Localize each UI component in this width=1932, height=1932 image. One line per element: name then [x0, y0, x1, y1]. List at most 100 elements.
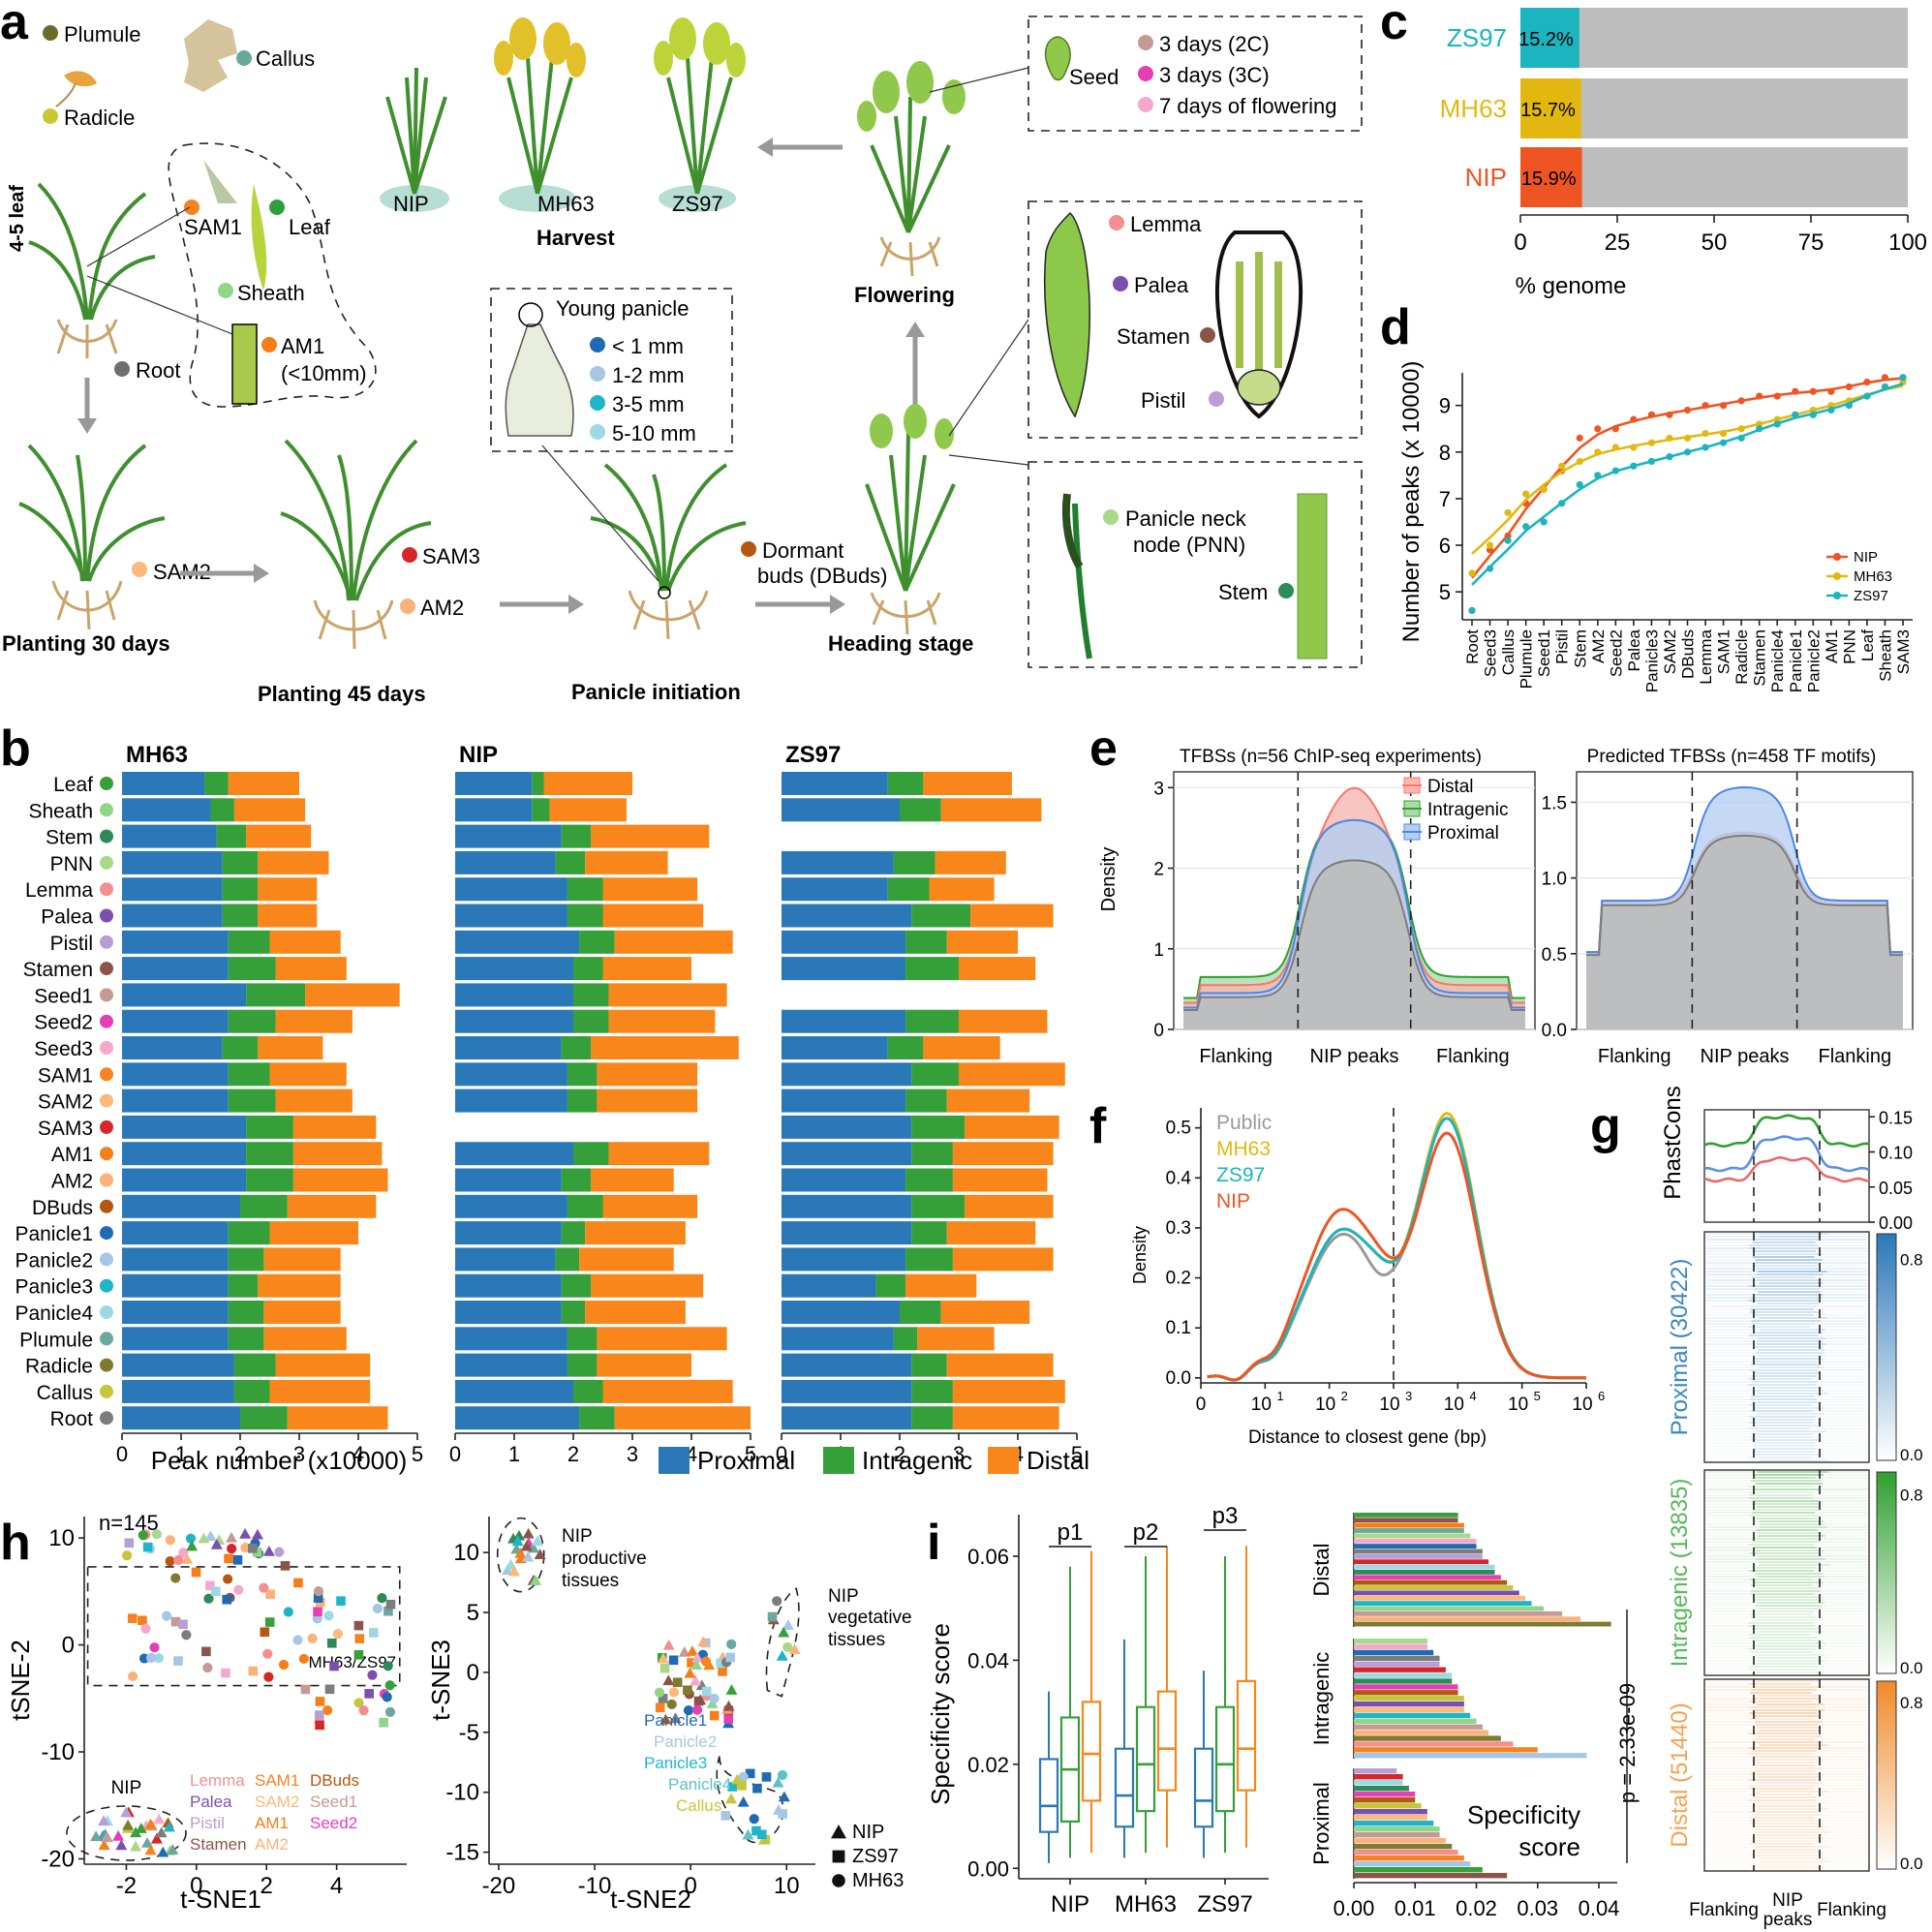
tissue-label: Pistil — [50, 933, 93, 955]
heatmap-row — [1706, 1308, 1867, 1310]
heatmap-row — [1748, 1544, 1814, 1546]
peak-count-point — [1683, 434, 1692, 442]
heatmap-row — [1706, 1779, 1867, 1781]
distal-bar — [614, 1406, 751, 1430]
tissue-dot — [100, 1147, 113, 1161]
heatmap-row — [1749, 1669, 1817, 1671]
x-tick-label: Flanking — [1817, 1900, 1886, 1920]
mh63-sample-point — [227, 1544, 237, 1554]
heatmap-row — [1706, 1276, 1867, 1278]
distal-bar — [935, 850, 1006, 874]
peak-count-point — [1792, 387, 1799, 395]
mh63-sample-point — [262, 1648, 273, 1659]
panel-i: i Specificity score Specificity score p … — [926, 1503, 1640, 1920]
nip-sample-point — [501, 1564, 513, 1576]
legend-tissue-label: Seed1 — [310, 1793, 357, 1811]
peak-count-point — [1773, 392, 1781, 400]
zs97-sample-point — [315, 1697, 325, 1706]
nip-sample-point — [724, 1793, 737, 1804]
tissue-dot — [100, 1332, 113, 1346]
peak-count-point — [1630, 444, 1638, 451]
heatmap-row — [1752, 1509, 1823, 1511]
heatmap-row — [1706, 1253, 1867, 1255]
nip-sample-point — [659, 1713, 672, 1725]
heatmap-row — [1748, 1799, 1816, 1801]
heatmap-row — [1706, 1802, 1867, 1804]
arrowhead-icon — [905, 322, 925, 337]
heatmap-row — [1706, 1346, 1867, 1348]
intragenic-bar — [911, 1194, 966, 1218]
x-tick-label: 3 — [293, 1442, 305, 1466]
peak-count-point — [1863, 392, 1871, 400]
genome-bar-category: MH63 — [1440, 94, 1507, 123]
heatmap-row — [1706, 1445, 1867, 1447]
intragenic-bar — [905, 1089, 947, 1113]
sheath-label: Sheath — [237, 281, 305, 305]
peak-count-point — [1845, 402, 1853, 410]
zs97-sample-point — [723, 1714, 734, 1724]
specificity-bar — [1354, 1753, 1587, 1759]
y-tick-label: -15 — [445, 1840, 479, 1866]
heatmap-row — [1757, 1471, 1827, 1473]
heatmap-row — [1755, 1762, 1822, 1763]
mh63-sample-point — [367, 1670, 378, 1680]
proximal-bar — [455, 1353, 567, 1377]
x-tick-label: Panicle3 — [1642, 629, 1661, 692]
panel-d-ylabel: Number of peaks (x 10000) — [1398, 361, 1425, 643]
heatmap-row — [1755, 1259, 1823, 1261]
intragenic-bar — [905, 1009, 959, 1033]
heatmap-row — [1706, 1823, 1867, 1825]
heatmap-row — [1750, 1369, 1819, 1371]
heatmap-row — [1750, 1398, 1817, 1400]
distal-bar — [585, 850, 668, 874]
heatmap-row — [1706, 1451, 1867, 1453]
intragenic-bar — [905, 1168, 953, 1192]
heatmap-row — [1706, 1860, 1867, 1862]
significance-label: p2 — [1133, 1519, 1159, 1546]
proximal-bar — [782, 850, 894, 874]
row-label: Proximal — [1309, 1782, 1334, 1865]
mh63-sample-point — [127, 1671, 138, 1682]
heatmap-row — [1748, 1579, 1813, 1580]
x-tick-exponent: 3 — [1405, 1389, 1412, 1403]
boxplot-box — [1236, 1679, 1257, 1792]
row-label: Intragenic — [1309, 1652, 1334, 1746]
tissue-dot — [100, 882, 113, 897]
zs97-sample-point — [201, 1646, 211, 1657]
flower-box — [1027, 200, 1363, 439]
nip-sample-point — [101, 1830, 113, 1842]
x-tick-label: 0.02 — [1456, 1896, 1497, 1920]
specificity-bar — [1354, 1724, 1483, 1730]
heatmap-row — [1750, 1840, 1820, 1842]
flowering-label: Flowering — [854, 283, 955, 307]
x-tick-label: -10 — [578, 1873, 612, 1899]
x-tick-label: ZS97 — [1197, 1891, 1252, 1917]
specificity-bar — [1354, 1844, 1453, 1850]
heatmap-row — [1706, 1259, 1867, 1261]
heatmap-row — [1750, 1323, 1815, 1325]
genome-bar — [1520, 147, 1582, 207]
x-tick-label: Seed2 — [1607, 629, 1625, 677]
heatmap-row — [1751, 1640, 1819, 1641]
heatmap-row — [1706, 1608, 1867, 1610]
specificity-bar — [1354, 1564, 1495, 1570]
nip-sample-point — [98, 1815, 110, 1826]
mh63-sample-point — [240, 1542, 251, 1553]
color-scale-label: 0.8 — [1900, 1694, 1923, 1712]
heatmap-row — [1706, 1727, 1867, 1729]
proximal-bar — [782, 904, 912, 928]
nip-sample-point — [831, 1825, 846, 1839]
heatmap-row — [1759, 1744, 1828, 1746]
legend-swatch — [988, 1447, 1019, 1474]
heatmap-row — [1706, 1419, 1867, 1421]
panel-i-letter: i — [927, 1515, 940, 1571]
pistil-label: Pistil — [1141, 388, 1185, 413]
heatmap-row — [1706, 1753, 1867, 1755]
mh63-sample-point — [153, 1653, 165, 1664]
legend-label: MH63 — [1854, 568, 1892, 585]
specificity-bar — [1354, 1522, 1464, 1528]
specificity-bar — [1354, 1861, 1471, 1867]
heatmap-row — [1706, 1613, 1867, 1615]
x-tick-label: Flanking — [1689, 1900, 1759, 1920]
y-tick-label: -5 — [459, 1720, 479, 1746]
